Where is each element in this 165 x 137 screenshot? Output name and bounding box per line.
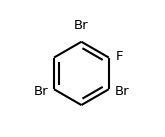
Text: Br: Br [115,85,129,98]
Text: Br: Br [33,85,48,98]
Text: F: F [116,50,123,63]
Text: Br: Br [74,19,89,32]
